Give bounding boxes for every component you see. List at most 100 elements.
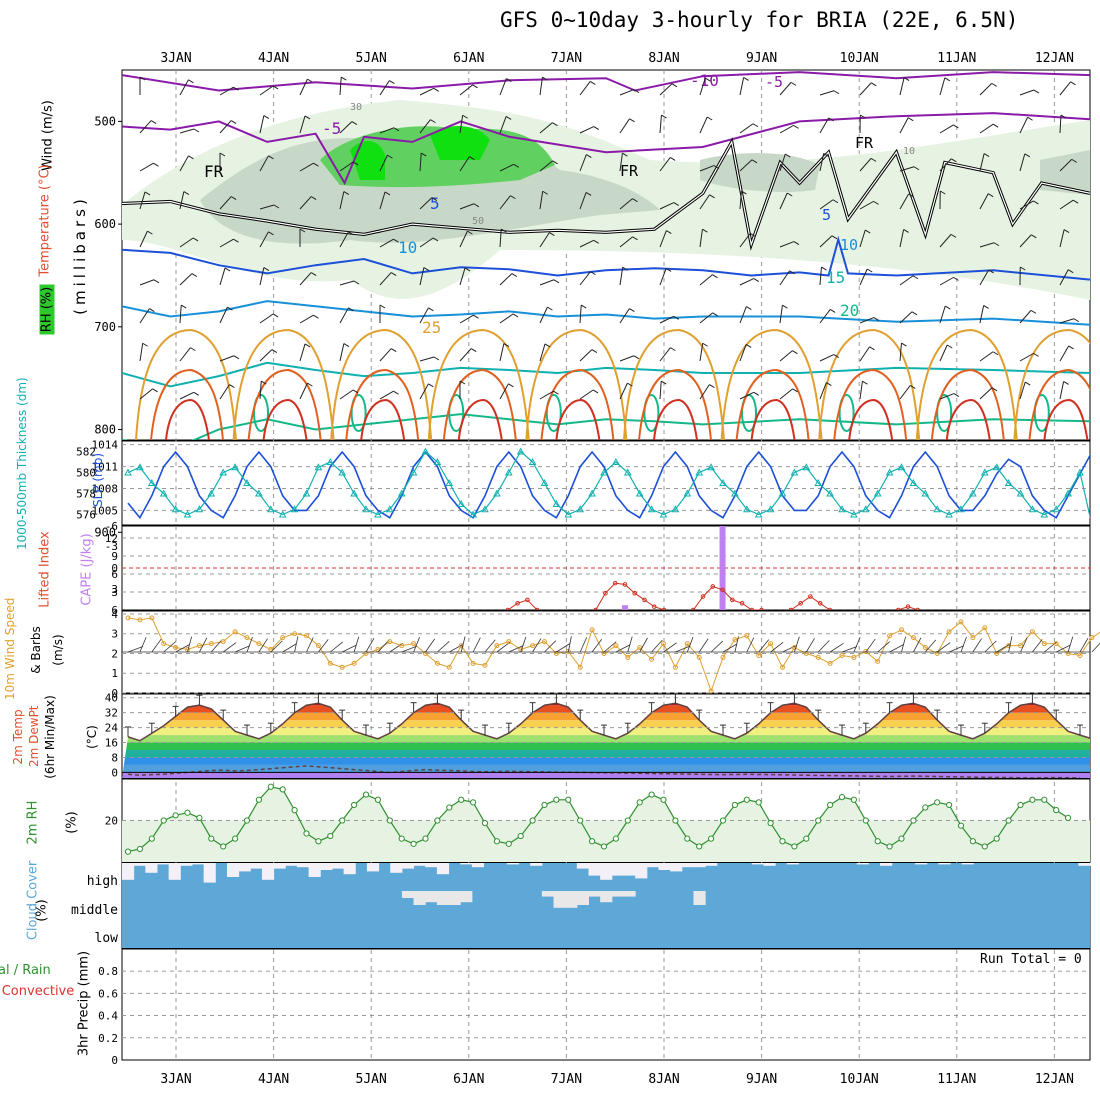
thickness-point: [992, 463, 1001, 471]
wind-barb: [299, 78, 308, 96]
temp-tick-label: 40: [105, 692, 118, 705]
wind-barb-flag: [751, 159, 758, 164]
rh-point: [803, 835, 810, 842]
isotherm-label: FR: [204, 162, 224, 181]
warm-cell-darkorange: [540, 368, 615, 440]
wind-speed-point: [577, 664, 583, 670]
surface-wind-barb: [794, 636, 800, 653]
surface-wind-barb: [425, 638, 436, 653]
cloud-high-gap: [880, 863, 893, 866]
wind-barb: [619, 355, 635, 362]
warm-cell-orange: [818, 328, 921, 440]
wind-barb: [539, 390, 554, 400]
thickness-point: [731, 489, 739, 497]
rh-point: [339, 817, 346, 824]
lifted-index-point: [603, 590, 608, 596]
thickness-point: [338, 468, 347, 476]
surface-wind-barb: [330, 641, 343, 653]
wind-barb: [939, 276, 954, 286]
li-tick-label: 6: [111, 604, 118, 617]
wind-speed-point: [934, 650, 940, 656]
slp-tick-label: 1008: [92, 482, 119, 495]
surface-wind-barb: [1091, 642, 1100, 653]
temp-bands: [122, 703, 1090, 778]
cloud-middle-gap: [565, 891, 578, 908]
thickness-point: [695, 468, 704, 476]
wind-barb: [619, 267, 624, 286]
wind-barb: [179, 155, 189, 172]
wind-barb-flag: [821, 266, 827, 271]
wind-barb: [579, 154, 587, 172]
wind-barb: [459, 84, 473, 96]
wind-barb-flag: [745, 343, 752, 348]
surface-wind-barb: [294, 636, 299, 653]
wind-barb-flag: [153, 162, 159, 167]
wind-barb-flag: [273, 204, 280, 209]
thickness-point: [350, 489, 358, 497]
wind-barb: [659, 230, 667, 248]
wind-barb: [179, 305, 182, 324]
wind-barb: [379, 348, 392, 362]
temp-band: [122, 772, 1090, 778]
wind-barb-flag: [1019, 266, 1026, 271]
precip-tick-label: 0.4: [98, 1010, 118, 1023]
wind-barb-flag: [873, 317, 880, 321]
wind-barb: [459, 156, 470, 172]
warm-cell-orange: [525, 328, 628, 440]
cape-tick-label: 3: [111, 586, 118, 599]
surface-wind-barb: [437, 640, 450, 653]
wind-barb: [779, 270, 790, 286]
wind-barb-flag: [1033, 200, 1039, 205]
wind-barb: [939, 305, 946, 324]
thickness-point: [183, 510, 192, 518]
lifted-index-point: [710, 584, 716, 589]
wind-barb: [579, 389, 594, 400]
rh-point: [291, 807, 298, 814]
wind-barb: [1059, 199, 1074, 210]
wind-barb-flag: [673, 202, 680, 206]
wind-barb: [1019, 352, 1034, 362]
wind-barb: [1019, 310, 1032, 324]
thickness-point: [266, 505, 275, 513]
wind-barb-flag: [1024, 381, 1031, 386]
surface-wind-barb: [460, 636, 466, 653]
wind-barb-flag: [393, 238, 399, 243]
wind-barb: [1019, 153, 1026, 172]
wind-speed-point: [601, 650, 607, 656]
rh-point: [529, 817, 536, 824]
surface-wind-barb: [627, 636, 633, 653]
wind-barb-flag: [299, 228, 306, 233]
rh-point: [208, 835, 215, 842]
cool-cell-green: [936, 394, 953, 432]
wind-barb: [819, 382, 827, 400]
thickness-point: [754, 510, 763, 518]
cloud-high-gap: [693, 863, 706, 868]
wind-barb-flag: [831, 235, 838, 240]
wind-barb-flag: [912, 275, 919, 280]
wind-barb: [259, 349, 273, 362]
rh-point: [827, 801, 834, 809]
wind-barb-flag: [353, 280, 360, 285]
date-label-top: 4JAN: [258, 51, 289, 66]
rh-point: [505, 840, 512, 847]
wind-speed-point: [304, 633, 309, 639]
surface-wind-barb: [151, 638, 162, 653]
wind-barb-flag: [272, 313, 279, 318]
lifted-index-point: [720, 587, 725, 593]
surface-wind-barb: [282, 643, 297, 653]
wind-barb-flag: [987, 193, 994, 198]
lifted-index-point: [642, 597, 647, 603]
surface-wind-barb: [318, 639, 329, 653]
wind-barb: [739, 233, 751, 248]
wind-barb-flag: [627, 382, 633, 387]
surface-wind-barb: [924, 639, 937, 653]
wind-barb: [1019, 89, 1035, 96]
cloud-high-gap: [588, 863, 601, 876]
wind-barb-flag: [1072, 199, 1079, 204]
rh-point: [874, 838, 881, 845]
wind-barb: [699, 165, 715, 172]
wind-barb-flag: [387, 154, 393, 159]
wind-speed-point: [946, 629, 952, 635]
wind-barb-flag: [192, 237, 199, 242]
surface-wind-barb: [258, 638, 268, 653]
